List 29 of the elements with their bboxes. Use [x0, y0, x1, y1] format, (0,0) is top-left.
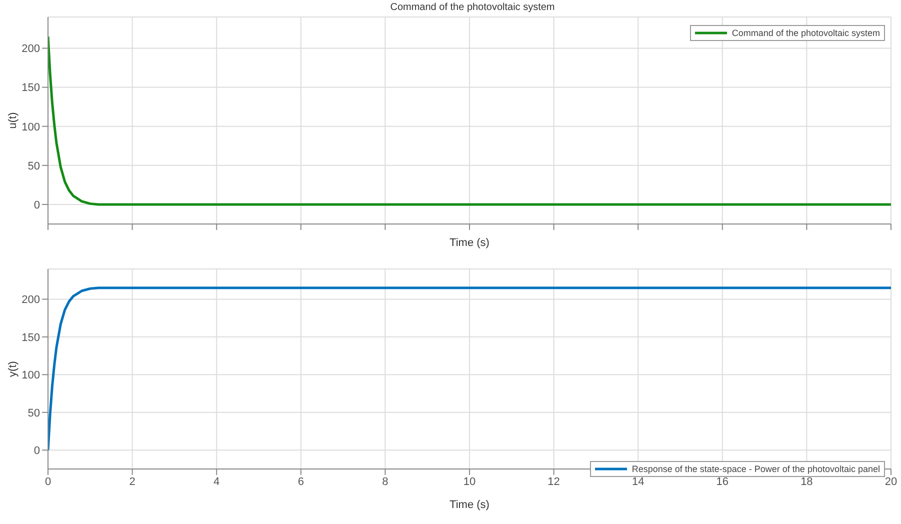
legend-label: Response of the state-space - Power of the photovoltaic panel: [632, 464, 880, 474]
y-tick-label: 0: [34, 445, 40, 458]
x-tick-label: 6: [298, 476, 304, 488]
x-tick-label: 12: [548, 476, 560, 488]
x-tick-label: 18: [800, 476, 813, 488]
x-tick-label: 14: [632, 476, 644, 488]
y-tick-label: 100: [22, 370, 40, 382]
y-tick-label: 200: [22, 43, 40, 56]
y-tick-label: 200: [22, 294, 40, 306]
x-tick-label: 2: [129, 476, 136, 488]
x-tick-label: 8: [382, 476, 388, 488]
y-tick-label: 100: [22, 121, 40, 134]
chart-title: Command of the photovoltaic system: [389, 2, 556, 13]
x-tick-label: 10: [463, 476, 476, 488]
x-axis-title: Time (s): [450, 237, 490, 249]
x-tick-label: 0: [44, 476, 52, 488]
x-tick-label: 4: [214, 476, 220, 488]
legend-label: Command of the photovoltaic system: [732, 28, 880, 38]
x-axis-title: Time (s): [450, 499, 490, 511]
y-tick-label: 50: [28, 407, 40, 420]
y-tick-label: 50: [28, 160, 40, 172]
y-axis-title: u(t): [6, 112, 19, 129]
y-tick-label: 0: [34, 199, 40, 212]
y-axis-title: y(t): [6, 361, 19, 377]
line-series: [48, 286, 891, 452]
y-tick-label: 150: [22, 332, 40, 344]
y-tick-label: 150: [22, 82, 40, 94]
x-tick-label: 20: [884, 476, 898, 488]
x-tick-label: 16: [716, 476, 729, 488]
